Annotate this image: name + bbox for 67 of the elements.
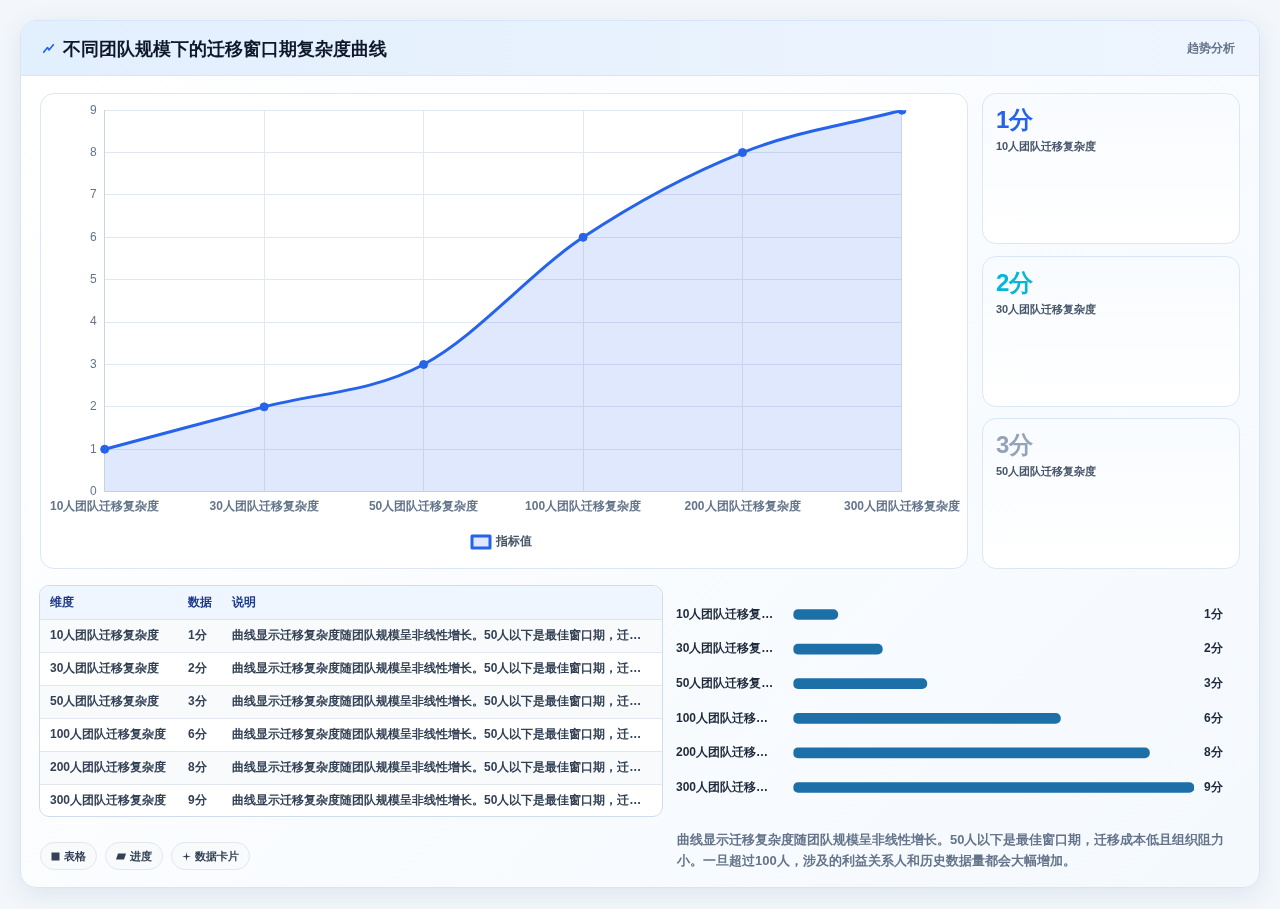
y-tick-label: 10人团队迁移复… (676, 606, 774, 621)
x-tick-label: 30人团队迁移复杂度 (209, 499, 319, 514)
text: 曲线显示迁移复杂度随团队规模呈非线性增长。50人以下是最佳窗口期，迁… (222, 619, 662, 652)
text: 表格 (64, 848, 86, 864)
y-tick-label: 0 (89, 483, 97, 498)
y-tick-label: 2 (89, 399, 97, 414)
data-label: 3分 (1204, 676, 1224, 691)
data-label: 1分 (1204, 606, 1224, 621)
point (578, 232, 588, 242)
y-tick-label: 4 (89, 314, 97, 329)
point (100, 444, 110, 454)
x-tick-label: 50人团队迁移复杂度 (368, 499, 479, 514)
point (259, 402, 269, 412)
bar (793, 609, 839, 620)
text: 曲线显示迁移复杂度随团队规模呈非线性增长。50人以下是最佳窗口期，迁… (231, 792, 643, 810)
bar (793, 712, 1061, 724)
data-label: 9分 (1204, 779, 1224, 794)
y-tick-label: 7 (89, 187, 97, 202)
y-tick-label: 30人团队迁移复… (676, 641, 774, 656)
data-label: 1分 (178, 619, 222, 652)
y-tick-label: 1 (89, 441, 97, 456)
x-tick-label: 100人团队迁移复杂度 (525, 499, 642, 514)
point (738, 148, 748, 158)
text: 维度 (40, 586, 178, 619)
data-label: 2分 (178, 652, 222, 685)
x-tick-label: 10人团队迁移复杂度 (49, 499, 160, 514)
data-label: 8分 (178, 751, 222, 784)
y-tick-label: 100人团队迁移… (676, 710, 769, 725)
x-tick-label: 300人团队迁移复杂度 (843, 499, 960, 514)
text: 曲线显示迁移复杂度随团队规模呈非线性增长。50人以下是最佳窗口期，迁… (222, 751, 662, 784)
y-tick-label: 200人团队迁移… (676, 745, 769, 760)
point (419, 359, 429, 369)
text: 曲线显示迁移复杂度随团队规模呈非线性增长。50人以下是最佳窗口期，迁移成本低且组织阻力小。一旦超过100人，涉及的利益关系人和历史数据量都会大幅增加。 (677, 831, 1226, 870)
bar (793, 678, 928, 690)
data-label: 9分 (187, 792, 208, 810)
category-label: 10人团队迁移复杂度 (40, 619, 178, 652)
y-tick-label: 300人团队迁移… (676, 779, 769, 794)
category-label: 300人团队迁移复杂度 (49, 792, 168, 810)
y-tick-label: 3 (89, 356, 97, 371)
category-label: 30人团队迁移复杂度 (40, 652, 178, 685)
x-tick-label: 200人团队迁移复杂度 (684, 499, 801, 514)
category-label: 200人团队迁移复杂度 (40, 751, 178, 784)
y-tick-label: 5 (89, 272, 97, 287)
data-label: 3分 (178, 685, 222, 718)
text: 趋势分析 (1187, 40, 1235, 56)
category-label: 50人团队迁移复杂度 (40, 685, 178, 718)
text: 曲线显示迁移复杂度随团队规模呈非线性增长。50人以下是最佳窗口期，迁… (222, 718, 662, 751)
text: 进度 (130, 848, 152, 864)
category-label: 100人团队迁移复杂度 (40, 718, 178, 751)
y-tick-label: 8 (89, 144, 97, 159)
y-tick-label: 50人团队迁移复… (676, 676, 774, 691)
data-label: 6分 (1204, 710, 1224, 725)
text: 曲线显示迁移复杂度随团队规模呈非线性增长。50人以下是最佳窗口期，迁… (222, 685, 662, 718)
bar (793, 782, 1194, 793)
data-label: 8分 (1204, 745, 1224, 760)
text: 曲线显示迁移复杂度随团队规模呈非线性增长。50人以下是最佳窗口期，迁… (222, 652, 662, 685)
text: 数据卡片 (195, 848, 239, 864)
bar (793, 747, 1150, 759)
y-tick-label: 9 (89, 102, 97, 117)
legend-label: 指标值 (495, 534, 532, 549)
data-label: 6分 (178, 718, 222, 751)
bar (793, 643, 883, 655)
text: 数据 (178, 586, 222, 619)
chart-title: 不同团队规模下的迁移窗口期复杂度曲线 (63, 38, 387, 61)
text: 说明 (222, 586, 662, 619)
data-label: 2分 (1204, 641, 1224, 656)
y-tick-label: 6 (89, 229, 97, 244)
